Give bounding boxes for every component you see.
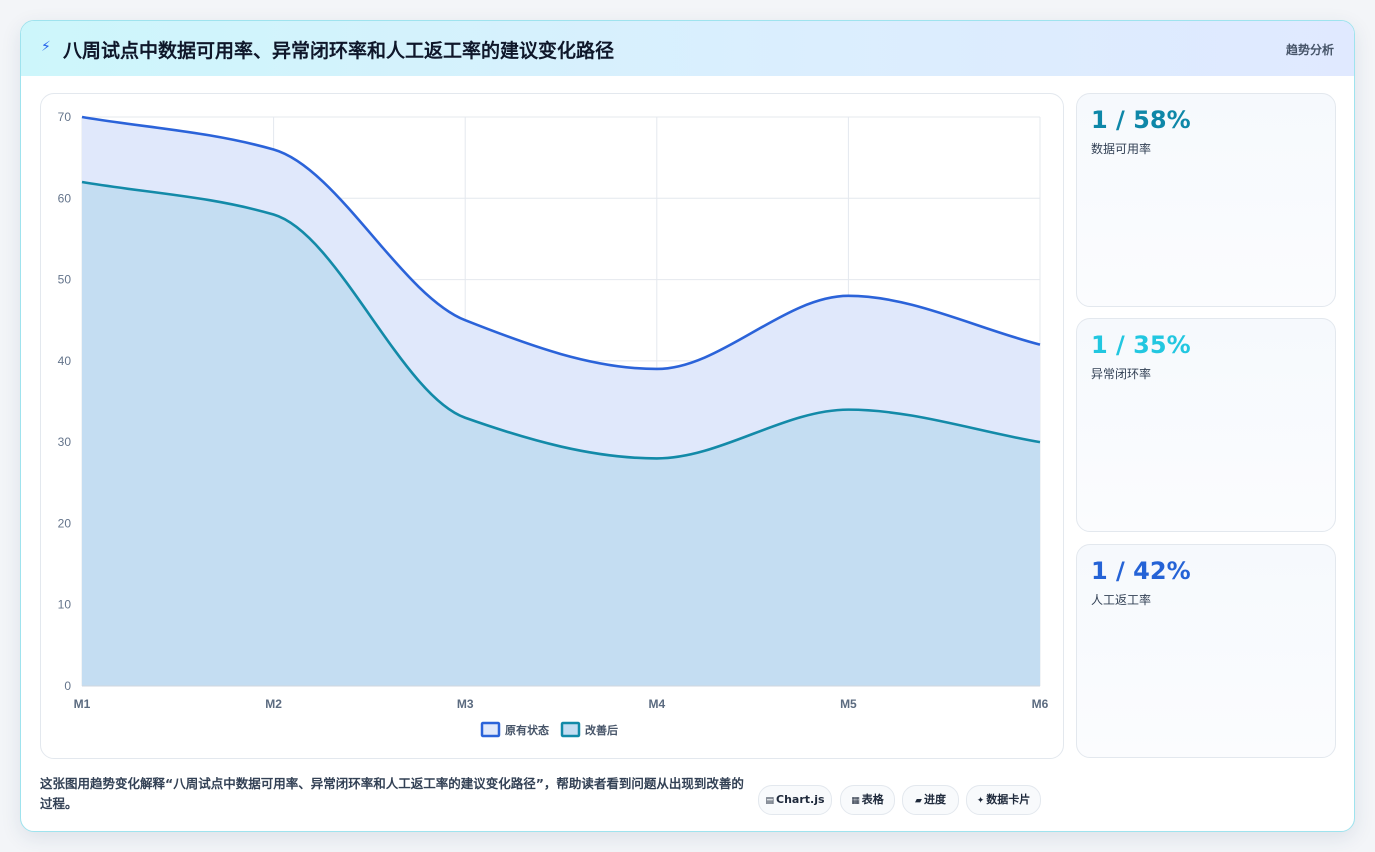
metric-label: 人工返工率 [1091, 593, 1152, 607]
x-tick-label: M3 [457, 697, 474, 711]
chart-icon: ▤ [765, 796, 774, 806]
y-tick-label: 10 [58, 598, 72, 612]
metric-value: 1 / 35% [1091, 331, 1191, 359]
metric-card-closure: 1 / 35% 异常闭环率 [1076, 318, 1336, 532]
series-area-1 [82, 182, 1040, 686]
chip-label: 表格 [861, 793, 884, 806]
y-tick-label: 40 [58, 354, 72, 368]
chip-progress[interactable]: ▰ 进度 [902, 785, 959, 815]
chip-chartjs[interactable]: ▤ Chart.js [758, 785, 832, 815]
legend-swatch [560, 721, 581, 738]
metric-card-availability: 1 / 58% 数据可用率 [1076, 93, 1336, 307]
legend-swatch [480, 721, 501, 738]
y-tick-label: 30 [58, 435, 72, 449]
y-tick-label: 50 [58, 273, 72, 287]
metric-value: 1 / 42% [1091, 557, 1191, 585]
series-line-1 [81, 180, 1041, 460]
y-tick-label: 0 [64, 679, 71, 693]
x-tick-label: M4 [648, 697, 665, 711]
x-tick-label: M2 [265, 697, 282, 711]
chart-card: ⚡ 八周试点中数据可用率、异常闭环率和人工返工率的建议变化路径 趋势分析 0 10… [20, 20, 1355, 832]
page-title: 八周试点中数据可用率、异常闭环率和人工返工率的建议变化路径 [63, 40, 615, 62]
x-tick-label: M5 [840, 697, 857, 711]
series-line-0 [81, 115, 1041, 371]
metric-label: 数据可用率 [1091, 142, 1152, 156]
card-header: ⚡ 八周试点中数据可用率、异常闭环率和人工返工率的建议变化路径 趋势分析 [21, 21, 1354, 76]
metric-card-rework: 1 / 42% 人工返工率 [1076, 544, 1336, 758]
x-tick-label: M6 [1032, 697, 1049, 711]
chip-label: 进度 [923, 793, 946, 806]
y-tick-label: 60 [58, 191, 72, 205]
chart-panel: 0 10 20 30 40 50 60 70 M1 M2 M3 M4 M5 M6 原有状态 改善后 [40, 93, 1064, 759]
chip-label: 数据卡片 [986, 793, 1031, 806]
table-icon: ▦ [851, 796, 860, 806]
area-chart: 0 10 20 30 40 50 60 70 M1 M2 M3 M4 M5 M6 原有状态 改善后 [58, 110, 1049, 738]
metric-value: 1 / 58% [1091, 106, 1191, 134]
legend-label: 原有状态 [505, 723, 549, 737]
chart-description: 这张图用趋势变化解释“八周试点中数据可用率、异常闭环率和人工返工率的建议变化路径… [40, 776, 744, 811]
sparkle-icon: ✦ [976, 796, 985, 806]
chip-label: Chart.js [776, 793, 825, 806]
legend-label: 改善后 [585, 723, 618, 737]
trend-analysis-tag[interactable]: 趋势分析 [1285, 43, 1334, 57]
metric-label: 异常闭环率 [1091, 367, 1152, 381]
y-tick-label: 70 [58, 110, 72, 124]
chip-table[interactable]: ▦ 表格 [840, 785, 895, 815]
progress-icon: ▰ [915, 796, 922, 806]
bolt-icon: ⚡ [41, 39, 51, 55]
chip-data-card[interactable]: ✦ 数据卡片 [966, 785, 1041, 815]
x-tick-label: M1 [74, 697, 91, 711]
y-tick-label: 20 [58, 516, 72, 530]
